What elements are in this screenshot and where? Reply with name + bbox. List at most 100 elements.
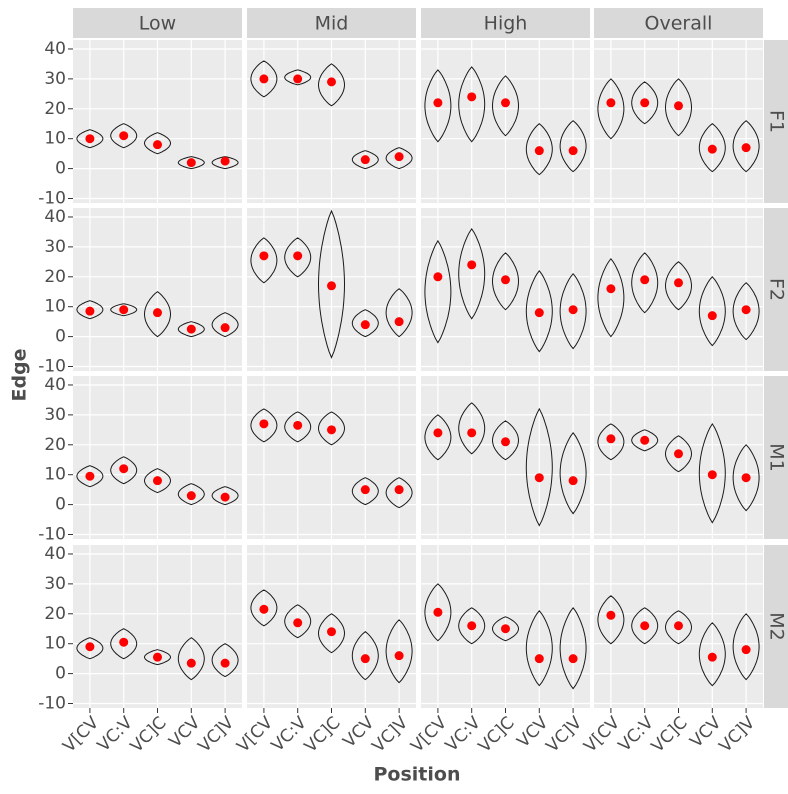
mean-point	[741, 305, 751, 315]
mean-point	[433, 272, 443, 282]
violin	[284, 237, 312, 278]
x-tick-label: V[CV	[233, 713, 277, 757]
violin	[664, 261, 693, 311]
mean-point	[568, 305, 578, 315]
y-tick-label: -10	[38, 525, 66, 545]
violin	[351, 477, 379, 506]
violin	[424, 414, 452, 461]
violin	[525, 269, 553, 353]
x-tick-label: V[CV	[59, 713, 103, 757]
mean-point	[640, 621, 650, 631]
mean-point	[153, 308, 162, 318]
x-tick-label: VC]C	[648, 713, 692, 757]
violin	[177, 156, 205, 170]
mean-point	[674, 449, 683, 459]
y-tick-label: 20	[44, 267, 66, 287]
violin	[631, 81, 659, 125]
violin	[559, 273, 587, 350]
violin	[284, 69, 312, 86]
violin	[284, 411, 312, 443]
violin	[597, 595, 625, 645]
y-tick-label: 0	[55, 664, 66, 684]
mean-point	[259, 74, 269, 84]
mean-point	[293, 74, 303, 84]
violin	[110, 628, 138, 660]
strip	[764, 545, 788, 708]
violin	[491, 616, 520, 642]
mean-point	[327, 425, 336, 435]
y-tick-label: 40	[44, 207, 66, 227]
mean-point	[327, 281, 336, 291]
violin	[317, 63, 346, 107]
violin	[698, 123, 726, 173]
violin	[631, 252, 659, 314]
violin	[385, 477, 413, 509]
mean-point	[394, 152, 404, 162]
violin	[559, 120, 587, 173]
mean-point	[606, 434, 616, 444]
violin	[597, 423, 625, 461]
violin	[385, 288, 413, 338]
violin	[559, 431, 587, 515]
violin	[250, 589, 278, 627]
mean-point	[186, 324, 196, 334]
y-tick-label: 10	[44, 297, 66, 317]
mean-point	[220, 156, 230, 166]
y-tick-label: 30	[44, 237, 66, 257]
mean-point	[534, 654, 544, 664]
mean-point	[501, 98, 510, 108]
violin	[351, 309, 379, 338]
y-tick-label: 30	[44, 574, 66, 594]
violin	[250, 237, 278, 284]
y-tick-label: 40	[44, 39, 66, 59]
y-tick-label: 40	[44, 544, 66, 564]
violin	[732, 282, 760, 341]
violin	[177, 483, 205, 506]
violin	[250, 408, 278, 443]
strip-label: Overall	[645, 13, 713, 35]
strip	[594, 8, 763, 38]
violin	[458, 402, 486, 455]
violin	[385, 619, 413, 684]
mean-point	[220, 658, 230, 668]
y-tick-label: -10	[38, 357, 66, 377]
violin	[732, 613, 760, 681]
x-tick-label: VC:V	[615, 713, 658, 756]
x-tick-label: VC]V	[542, 713, 586, 757]
violin	[317, 411, 346, 446]
strip	[764, 376, 788, 539]
violin	[698, 422, 726, 524]
mean-point	[259, 419, 269, 429]
mean-point	[186, 158, 196, 168]
mean-point	[707, 470, 717, 480]
violin	[143, 649, 172, 666]
violin	[491, 75, 520, 137]
violin	[76, 300, 104, 320]
mean-point	[568, 654, 578, 664]
violin	[458, 607, 486, 645]
y-tick-label: 30	[44, 405, 66, 425]
violin	[143, 132, 172, 155]
violin	[491, 252, 520, 311]
x-tick-label: VC]C	[475, 713, 519, 757]
violin	[110, 303, 138, 317]
x-tick-label: VC:V	[268, 713, 311, 756]
mean-point	[568, 476, 578, 486]
violin	[211, 643, 239, 678]
violin	[110, 456, 138, 485]
mean-point	[327, 627, 336, 637]
mean-point	[467, 428, 477, 438]
mean-point	[119, 131, 129, 141]
violin	[525, 123, 553, 176]
strip-label: F1	[766, 110, 788, 133]
mean-point	[467, 260, 477, 270]
y-tick-label: 10	[44, 129, 66, 149]
strip-label: F2	[766, 278, 788, 301]
violin	[76, 129, 104, 149]
mean-point	[640, 98, 650, 108]
mean-point	[153, 652, 162, 662]
y-tick-label: 10	[44, 634, 66, 654]
mean-point	[534, 308, 544, 318]
strip	[247, 8, 416, 38]
violin	[211, 156, 239, 170]
